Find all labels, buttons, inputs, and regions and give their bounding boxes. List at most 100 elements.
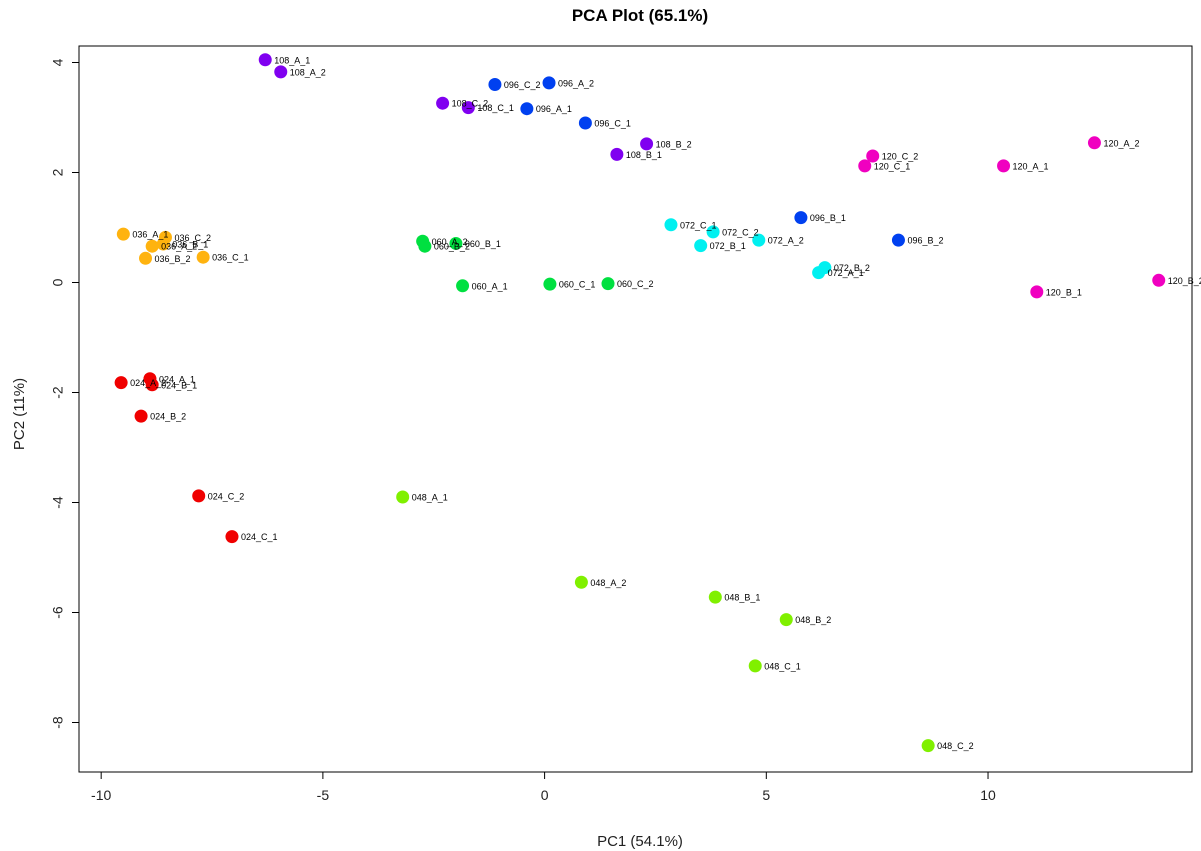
point-label: 036_A_2 [161, 242, 197, 252]
data-point [274, 65, 288, 79]
y-tick-label: 4 [50, 58, 66, 66]
y-tick-label: 2 [50, 168, 66, 176]
y-tick-label: -4 [50, 496, 66, 509]
data-point [858, 159, 872, 173]
point-label: 072_A_2 [768, 236, 804, 246]
data-point [640, 137, 654, 151]
point-label: 060_B_1 [465, 239, 501, 249]
data-point [520, 102, 534, 116]
data-point [812, 266, 826, 280]
data-point [145, 239, 159, 253]
point-label: 048_C_1 [764, 661, 801, 671]
data-point [196, 250, 210, 264]
chart-title: PCA Plot (65.1%) [572, 6, 708, 25]
plot-frame [78, 45, 1193, 773]
point-label: 096_C_1 [594, 119, 631, 129]
point-label: 108_B_1 [626, 150, 662, 160]
point-label: 120_C_2 [882, 152, 919, 162]
x-tick-label: 0 [541, 787, 549, 803]
point-label: 072_B_2 [834, 263, 870, 273]
data-point [436, 96, 450, 110]
x-tick-label: 5 [762, 787, 770, 803]
point-label: 048_A_2 [590, 578, 626, 588]
data-point [866, 149, 880, 163]
data-points [114, 53, 1166, 753]
point-label: 120_B_2 [1168, 276, 1201, 286]
point-label: 060_A_2 [432, 237, 468, 247]
data-point [192, 489, 206, 503]
point-label: 072_C_1 [680, 220, 717, 230]
y-axis: -8 -6 -4 -2 0 2 4 [50, 58, 79, 729]
data-point [706, 225, 720, 239]
point-label: 096_B_1 [810, 213, 846, 223]
y-tick-label: -6 [50, 606, 66, 619]
point-label: 060_A_1 [472, 281, 508, 291]
point-label: 072_A_1 [828, 268, 864, 278]
point-label: 036_C_1 [212, 253, 249, 263]
point-label: 036_B_2 [155, 254, 191, 264]
data-point [794, 211, 808, 225]
point-label: 024_A_2 [130, 378, 166, 388]
point-label: 024_B_1 [161, 380, 197, 390]
y-tick-label: 0 [50, 278, 66, 286]
point-label: 096_A_2 [558, 78, 594, 88]
data-point [156, 237, 170, 251]
point-label: 096_C_2 [504, 80, 541, 90]
data-point [488, 78, 502, 91]
point-label: 120_C_1 [874, 161, 911, 171]
data-point [610, 147, 624, 161]
x-tick-label: -5 [317, 787, 330, 803]
data-point [258, 53, 272, 67]
data-point [542, 76, 556, 90]
data-point [694, 239, 708, 253]
point-label: 048_A_1 [412, 493, 448, 503]
point-label: 024_B_2 [150, 412, 186, 422]
data-point [461, 101, 475, 115]
data-point [997, 159, 1011, 173]
y-tick-label: -2 [50, 386, 66, 399]
point-label: 048_B_2 [795, 615, 831, 625]
data-point [134, 409, 148, 423]
point-label: 108_A_1 [274, 55, 310, 65]
data-point [449, 236, 463, 250]
point-label: 120_B_1 [1046, 287, 1082, 297]
point-label: 060_C_2 [617, 279, 654, 289]
data-point [1030, 285, 1044, 299]
data-point [574, 575, 588, 589]
point-label: 108_A_2 [290, 67, 326, 77]
data-point [225, 530, 239, 544]
data-point [396, 490, 410, 504]
point-label: 024_C_1 [241, 532, 278, 542]
data-point [1152, 273, 1166, 287]
point-label: 120_A_2 [1103, 138, 1139, 148]
x-axis-label: PC1 (54.1%) [597, 833, 683, 850]
x-axis: -10 -5 0 5 10 [91, 772, 996, 803]
point-label: 036_B_1 [172, 240, 208, 250]
data-point [418, 239, 432, 253]
point-label: 036_C_2 [174, 233, 211, 243]
point-label: 096_B_2 [907, 236, 943, 246]
point-label: 072_C_2 [722, 227, 759, 237]
point-label: 060_B_2 [434, 242, 470, 252]
data-point [114, 376, 128, 390]
data-point [139, 251, 153, 265]
point-label: 072_B_1 [710, 241, 746, 251]
point-label: 048_C_2 [937, 741, 974, 751]
point-label: 108_C_2 [452, 99, 489, 109]
data-point [779, 613, 793, 627]
data-point [891, 233, 905, 247]
y-axis-label: PC2 (11%) [11, 378, 28, 450]
data-point [145, 378, 159, 392]
x-tick-label: 10 [980, 787, 996, 803]
point-label: 120_A_1 [1013, 161, 1049, 171]
data-point [578, 116, 592, 130]
point-label: 036_A_1 [132, 230, 168, 240]
point-label: 048_B_1 [724, 593, 760, 603]
point-label: 108_B_2 [656, 139, 692, 149]
data-point [752, 233, 766, 247]
data-point [601, 277, 615, 291]
point-label: 108_C_1 [477, 103, 514, 113]
data-point [708, 590, 722, 604]
